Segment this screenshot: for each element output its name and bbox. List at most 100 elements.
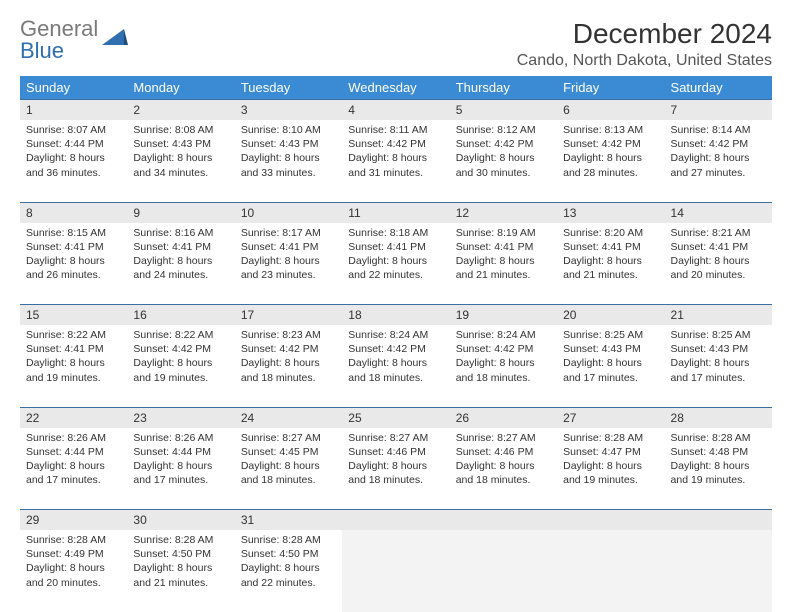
daylight-line: Daylight: 8 hours and 22 minutes. [348,254,443,282]
daylight-line: Daylight: 8 hours and 24 minutes. [133,254,228,282]
day-content-cell: Sunrise: 8:26 AMSunset: 4:44 PMDaylight:… [20,428,127,510]
day-content-cell: Sunrise: 8:18 AMSunset: 4:41 PMDaylight:… [342,223,449,305]
day-content-row: Sunrise: 8:07 AMSunset: 4:44 PMDaylight:… [20,120,772,202]
sunset-line: Sunset: 4:41 PM [671,240,766,254]
month-title: December 2024 [517,18,772,50]
sunrise-line: Sunrise: 8:28 AM [671,431,766,445]
sunrise-line: Sunrise: 8:11 AM [348,123,443,137]
sunset-line: Sunset: 4:46 PM [456,445,551,459]
daylight-line: Daylight: 8 hours and 21 minutes. [563,254,658,282]
sunset-line: Sunset: 4:43 PM [671,342,766,356]
sunrise-line: Sunrise: 8:25 AM [671,328,766,342]
daylight-line: Daylight: 8 hours and 20 minutes. [26,561,121,589]
sunrise-line: Sunrise: 8:10 AM [241,123,336,137]
sunset-line: Sunset: 4:42 PM [241,342,336,356]
sunrise-line: Sunrise: 8:27 AM [456,431,551,445]
weekday-header: Sunday [20,76,127,100]
weekday-header: Saturday [665,76,772,100]
daylight-line: Daylight: 8 hours and 18 minutes. [348,356,443,384]
day-number-cell: 9 [127,202,234,223]
sunrise-line: Sunrise: 8:07 AM [26,123,121,137]
sunset-line: Sunset: 4:50 PM [133,547,228,561]
sunset-line: Sunset: 4:42 PM [456,137,551,151]
day-content-cell: Sunrise: 8:26 AMSunset: 4:44 PMDaylight:… [127,428,234,510]
day-number-cell: 1 [20,100,127,121]
daylight-line: Daylight: 8 hours and 18 minutes. [241,459,336,487]
day-number-cell: 23 [127,407,234,428]
sunrise-line: Sunrise: 8:23 AM [241,328,336,342]
sunrise-line: Sunrise: 8:19 AM [456,226,551,240]
daylight-line: Daylight: 8 hours and 18 minutes. [241,356,336,384]
brand-line1: General [20,18,98,40]
day-number-cell: 8 [20,202,127,223]
daylight-line: Daylight: 8 hours and 18 minutes. [456,356,551,384]
day-number-cell: 12 [450,202,557,223]
location: Cando, North Dakota, United States [517,52,772,70]
brand-logo: General Blue [20,18,128,62]
day-number-row: 1234567 [20,100,772,121]
daylight-line: Daylight: 8 hours and 20 minutes. [671,254,766,282]
sunset-line: Sunset: 4:41 PM [26,342,121,356]
day-content-cell: Sunrise: 8:28 AMSunset: 4:50 PMDaylight:… [127,530,234,612]
sunset-line: Sunset: 4:42 PM [456,342,551,356]
day-content-cell: Sunrise: 8:28 AMSunset: 4:48 PMDaylight:… [665,428,772,510]
day-number-cell: 17 [235,305,342,326]
day-number-cell [450,510,557,531]
day-number-cell: 14 [665,202,772,223]
day-content-cell [342,530,449,612]
sunrise-line: Sunrise: 8:28 AM [26,533,121,547]
sunset-line: Sunset: 4:47 PM [563,445,658,459]
day-number-cell: 22 [20,407,127,428]
sunset-line: Sunset: 4:41 PM [133,240,228,254]
sunset-line: Sunset: 4:42 PM [348,342,443,356]
daylight-line: Daylight: 8 hours and 17 minutes. [133,459,228,487]
day-number-cell: 29 [20,510,127,531]
day-content-cell: Sunrise: 8:14 AMSunset: 4:42 PMDaylight:… [665,120,772,202]
daylight-line: Daylight: 8 hours and 21 minutes. [133,561,228,589]
sunset-line: Sunset: 4:42 PM [563,137,658,151]
sunrise-line: Sunrise: 8:15 AM [26,226,121,240]
day-number-cell: 27 [557,407,664,428]
sunset-line: Sunset: 4:42 PM [133,342,228,356]
day-content-cell: Sunrise: 8:21 AMSunset: 4:41 PMDaylight:… [665,223,772,305]
day-number-cell: 15 [20,305,127,326]
day-number-cell: 4 [342,100,449,121]
sunrise-line: Sunrise: 8:21 AM [671,226,766,240]
sunrise-line: Sunrise: 8:25 AM [563,328,658,342]
day-number-cell: 20 [557,305,664,326]
sunset-line: Sunset: 4:43 PM [563,342,658,356]
sunrise-line: Sunrise: 8:08 AM [133,123,228,137]
sunrise-line: Sunrise: 8:12 AM [456,123,551,137]
day-content-cell: Sunrise: 8:24 AMSunset: 4:42 PMDaylight:… [342,325,449,407]
sunrise-line: Sunrise: 8:26 AM [133,431,228,445]
day-number-cell [342,510,449,531]
sunset-line: Sunset: 4:41 PM [26,240,121,254]
day-content-row: Sunrise: 8:22 AMSunset: 4:41 PMDaylight:… [20,325,772,407]
daylight-line: Daylight: 8 hours and 23 minutes. [241,254,336,282]
daylight-line: Daylight: 8 hours and 33 minutes. [241,151,336,179]
sunset-line: Sunset: 4:45 PM [241,445,336,459]
day-number-cell: 19 [450,305,557,326]
day-number-cell: 6 [557,100,664,121]
daylight-line: Daylight: 8 hours and 21 minutes. [456,254,551,282]
sunset-line: Sunset: 4:41 PM [348,240,443,254]
sunrise-line: Sunrise: 8:27 AM [348,431,443,445]
sunrise-line: Sunrise: 8:28 AM [241,533,336,547]
sunrise-line: Sunrise: 8:27 AM [241,431,336,445]
day-number-row: 293031 [20,510,772,531]
sunrise-line: Sunrise: 8:22 AM [26,328,121,342]
day-number-cell: 13 [557,202,664,223]
day-number-cell: 28 [665,407,772,428]
sunset-line: Sunset: 4:46 PM [348,445,443,459]
day-number-row: 22232425262728 [20,407,772,428]
sunrise-line: Sunrise: 8:24 AM [348,328,443,342]
day-number-cell: 2 [127,100,234,121]
daylight-line: Daylight: 8 hours and 19 minutes. [26,356,121,384]
day-content-cell [450,530,557,612]
day-number-cell: 7 [665,100,772,121]
day-content-cell: Sunrise: 8:22 AMSunset: 4:42 PMDaylight:… [127,325,234,407]
day-number-cell: 26 [450,407,557,428]
day-content-cell: Sunrise: 8:12 AMSunset: 4:42 PMDaylight:… [450,120,557,202]
day-content-cell: Sunrise: 8:10 AMSunset: 4:43 PMDaylight:… [235,120,342,202]
day-content-cell: Sunrise: 8:28 AMSunset: 4:47 PMDaylight:… [557,428,664,510]
